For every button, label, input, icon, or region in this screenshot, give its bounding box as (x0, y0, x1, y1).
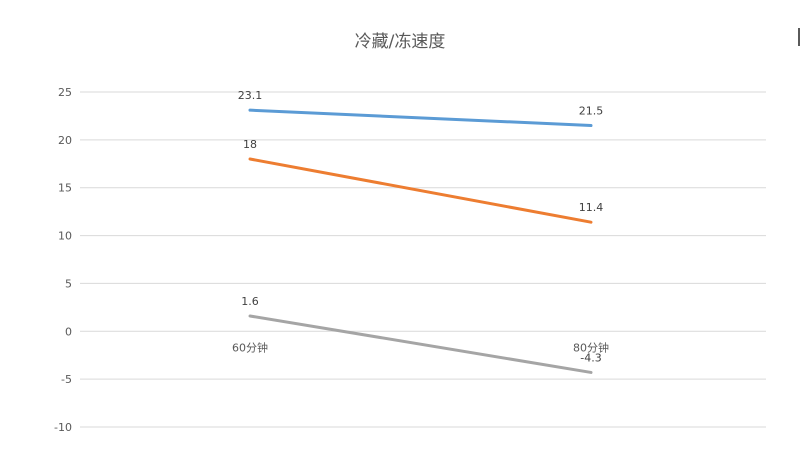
y-tick-label: 25 (58, 86, 72, 99)
y-tick-label: 0 (65, 325, 72, 338)
chart-title: 冷藏/冻速度 (355, 32, 446, 52)
data-label: 21.5 (579, 105, 604, 118)
data-label: 11.4 (579, 201, 604, 214)
y-tick-label: 15 (58, 182, 72, 195)
series-line-1 (248, 108, 593, 127)
series-line-2 (248, 157, 593, 224)
x-axis-categories: 60分钟 80分钟 (232, 340, 609, 354)
data-label: 18 (243, 138, 257, 151)
series-lines (248, 108, 593, 374)
y-tick-label: 20 (58, 134, 72, 147)
gridlines (80, 91, 766, 428)
series-line-3 (248, 314, 593, 374)
y-tick-label: 10 (58, 230, 72, 243)
y-axis-ticks: 25 20 15 10 5 0 -5 -10 (54, 86, 72, 434)
data-label: 1.6 (241, 295, 259, 308)
data-labels: 23.1 21.5 18 11.4 1.6 -4.3 (238, 89, 604, 364)
x-category-label: 80分钟 (573, 340, 609, 354)
x-category-label: 60分钟 (232, 340, 268, 354)
y-tick-label: 5 (65, 277, 72, 290)
data-label: -4.3 (580, 351, 601, 364)
data-label: 23.1 (238, 89, 263, 102)
y-tick-label: -10 (54, 421, 72, 434)
y-tick-label: -5 (61, 373, 72, 386)
